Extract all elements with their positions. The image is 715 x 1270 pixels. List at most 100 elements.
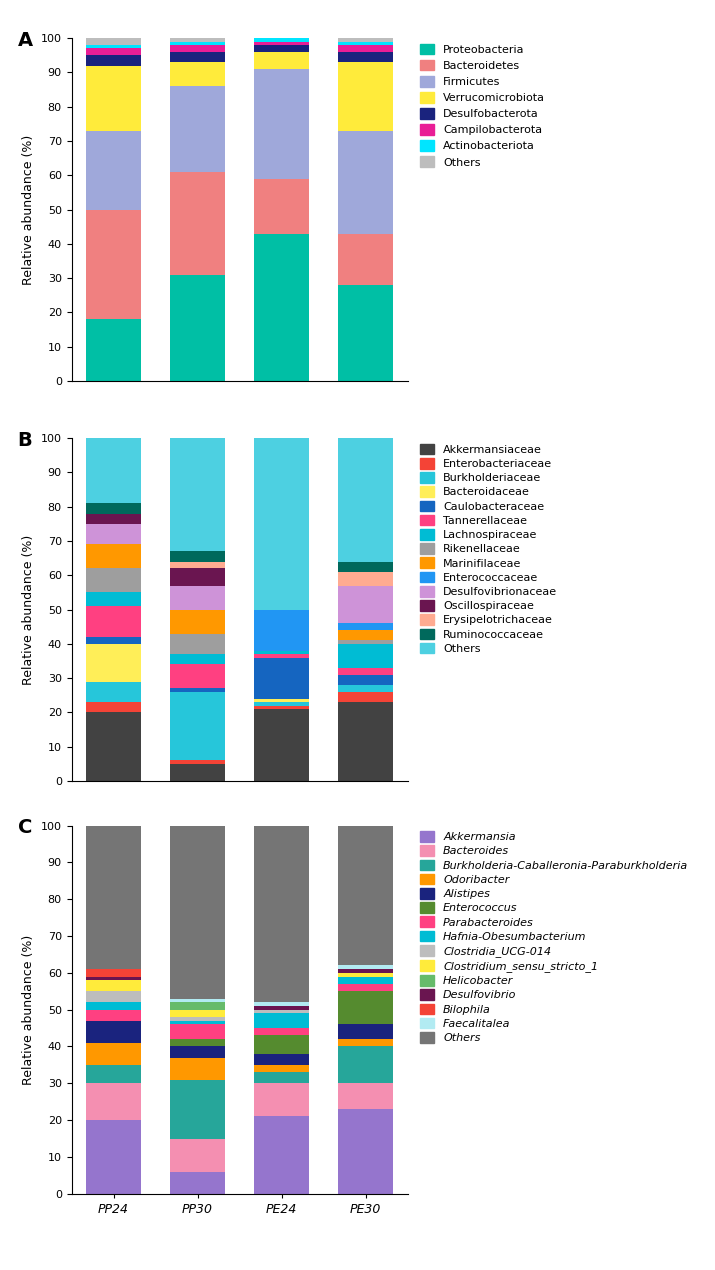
- Bar: [87, 980, 141, 991]
- Bar: [87, 712, 141, 781]
- Bar: [338, 572, 393, 585]
- Bar: [338, 668, 393, 674]
- Bar: [255, 650, 309, 654]
- Bar: [87, 969, 141, 977]
- Bar: [170, 1080, 225, 1138]
- Bar: [170, 274, 225, 381]
- Bar: [170, 62, 225, 86]
- Bar: [170, 561, 225, 569]
- Bar: [255, 42, 309, 44]
- Bar: [87, 1010, 141, 1021]
- Bar: [170, 1010, 225, 1017]
- Bar: [338, 284, 393, 381]
- Bar: [87, 513, 141, 523]
- Bar: [87, 438, 141, 503]
- Bar: [87, 592, 141, 606]
- Bar: [255, 698, 309, 702]
- Bar: [170, 634, 225, 654]
- Bar: [170, 585, 225, 610]
- Bar: [170, 664, 225, 688]
- Bar: [338, 685, 393, 692]
- Bar: [87, 1083, 141, 1120]
- Bar: [170, 551, 225, 561]
- Bar: [170, 998, 225, 1002]
- Bar: [255, 44, 309, 52]
- Bar: [338, 624, 393, 630]
- Bar: [338, 977, 393, 984]
- Bar: [255, 438, 309, 610]
- Bar: [255, 52, 309, 69]
- Bar: [338, 984, 393, 991]
- Bar: [87, 210, 141, 319]
- Bar: [338, 630, 393, 640]
- Bar: [255, 179, 309, 234]
- Y-axis label: Relative abundance (%): Relative abundance (%): [22, 535, 35, 685]
- Bar: [255, 69, 309, 179]
- Legend: Akkermansiaceae, Enterobacteriaceae, Burkholderiaceae, Bacteroidaceae, Caulobact: Akkermansiaceae, Enterobacteriaceae, Bur…: [420, 443, 557, 654]
- Bar: [255, 654, 309, 658]
- Bar: [87, 682, 141, 702]
- Bar: [170, 1002, 225, 1010]
- Bar: [170, 1021, 225, 1025]
- Bar: [338, 438, 393, 561]
- Bar: [338, 1083, 393, 1109]
- Bar: [87, 644, 141, 682]
- Bar: [338, 62, 393, 131]
- Bar: [338, 1046, 393, 1083]
- Bar: [255, 658, 309, 698]
- Bar: [170, 438, 225, 551]
- Bar: [338, 42, 393, 44]
- Bar: [87, 1021, 141, 1043]
- Bar: [170, 52, 225, 62]
- Bar: [338, 965, 393, 969]
- Bar: [87, 319, 141, 381]
- Bar: [170, 610, 225, 634]
- Bar: [338, 52, 393, 62]
- Bar: [255, 1029, 309, 1035]
- Bar: [87, 826, 141, 969]
- Bar: [170, 38, 225, 42]
- Bar: [170, 171, 225, 274]
- Bar: [255, 709, 309, 781]
- Bar: [255, 1013, 309, 1029]
- Bar: [338, 973, 393, 977]
- Bar: [170, 1058, 225, 1079]
- Bar: [255, 706, 309, 709]
- Bar: [338, 969, 393, 973]
- Bar: [255, 1010, 309, 1013]
- Bar: [87, 1120, 141, 1194]
- Bar: [87, 131, 141, 210]
- Bar: [87, 1002, 141, 1010]
- Bar: [255, 234, 309, 381]
- Bar: [255, 1006, 309, 1010]
- Bar: [338, 692, 393, 702]
- Text: C: C: [18, 818, 32, 837]
- Bar: [87, 503, 141, 513]
- Bar: [255, 1054, 309, 1064]
- Bar: [87, 545, 141, 569]
- Bar: [170, 569, 225, 585]
- Bar: [87, 977, 141, 980]
- Bar: [170, 692, 225, 761]
- Bar: [170, 1039, 225, 1046]
- Bar: [338, 991, 393, 1025]
- Bar: [87, 606, 141, 638]
- Bar: [170, 1046, 225, 1058]
- Bar: [170, 42, 225, 44]
- Bar: [255, 1083, 309, 1116]
- Bar: [170, 688, 225, 692]
- Bar: [170, 761, 225, 765]
- Bar: [87, 48, 141, 56]
- Bar: [170, 86, 225, 171]
- Bar: [170, 826, 225, 998]
- Bar: [338, 1039, 393, 1046]
- Bar: [255, 1116, 309, 1194]
- Bar: [338, 234, 393, 284]
- Bar: [255, 1072, 309, 1083]
- Bar: [338, 1025, 393, 1039]
- Bar: [255, 702, 309, 706]
- Bar: [87, 1064, 141, 1083]
- Bar: [87, 56, 141, 66]
- Bar: [87, 66, 141, 131]
- Bar: [87, 1043, 141, 1064]
